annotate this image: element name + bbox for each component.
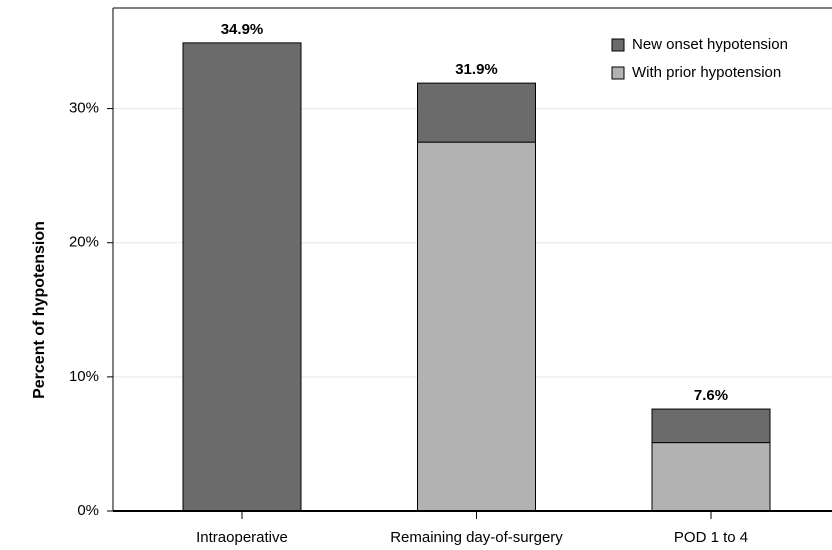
bar-segment <box>651 442 771 512</box>
y-tick-label: 30% <box>69 100 99 117</box>
y-tick-label: 10% <box>69 368 99 385</box>
legend-label: With prior hypotension <box>632 64 781 81</box>
legend-label: New onset hypotension <box>632 36 788 53</box>
total-label: 7.6% <box>694 387 728 404</box>
x-tick-label: POD 1 to 4 <box>674 529 748 546</box>
y-axis-title: Percent of hypotension <box>31 221 48 399</box>
bar-segment <box>417 82 536 143</box>
y-tick-label: 20% <box>69 234 99 251</box>
x-tick-label: Intraoperative <box>196 529 288 546</box>
legend-swatch <box>611 38 625 52</box>
legend-swatch <box>611 66 625 80</box>
y-tick-label: 0% <box>77 502 99 519</box>
total-label: 34.9% <box>221 21 264 38</box>
total-label: 31.9% <box>455 61 498 78</box>
bar-segment <box>417 141 536 512</box>
bar-segment <box>651 408 771 444</box>
bar-segment <box>182 42 302 512</box>
x-tick-label: Remaining day-of-surgery <box>390 529 563 546</box>
